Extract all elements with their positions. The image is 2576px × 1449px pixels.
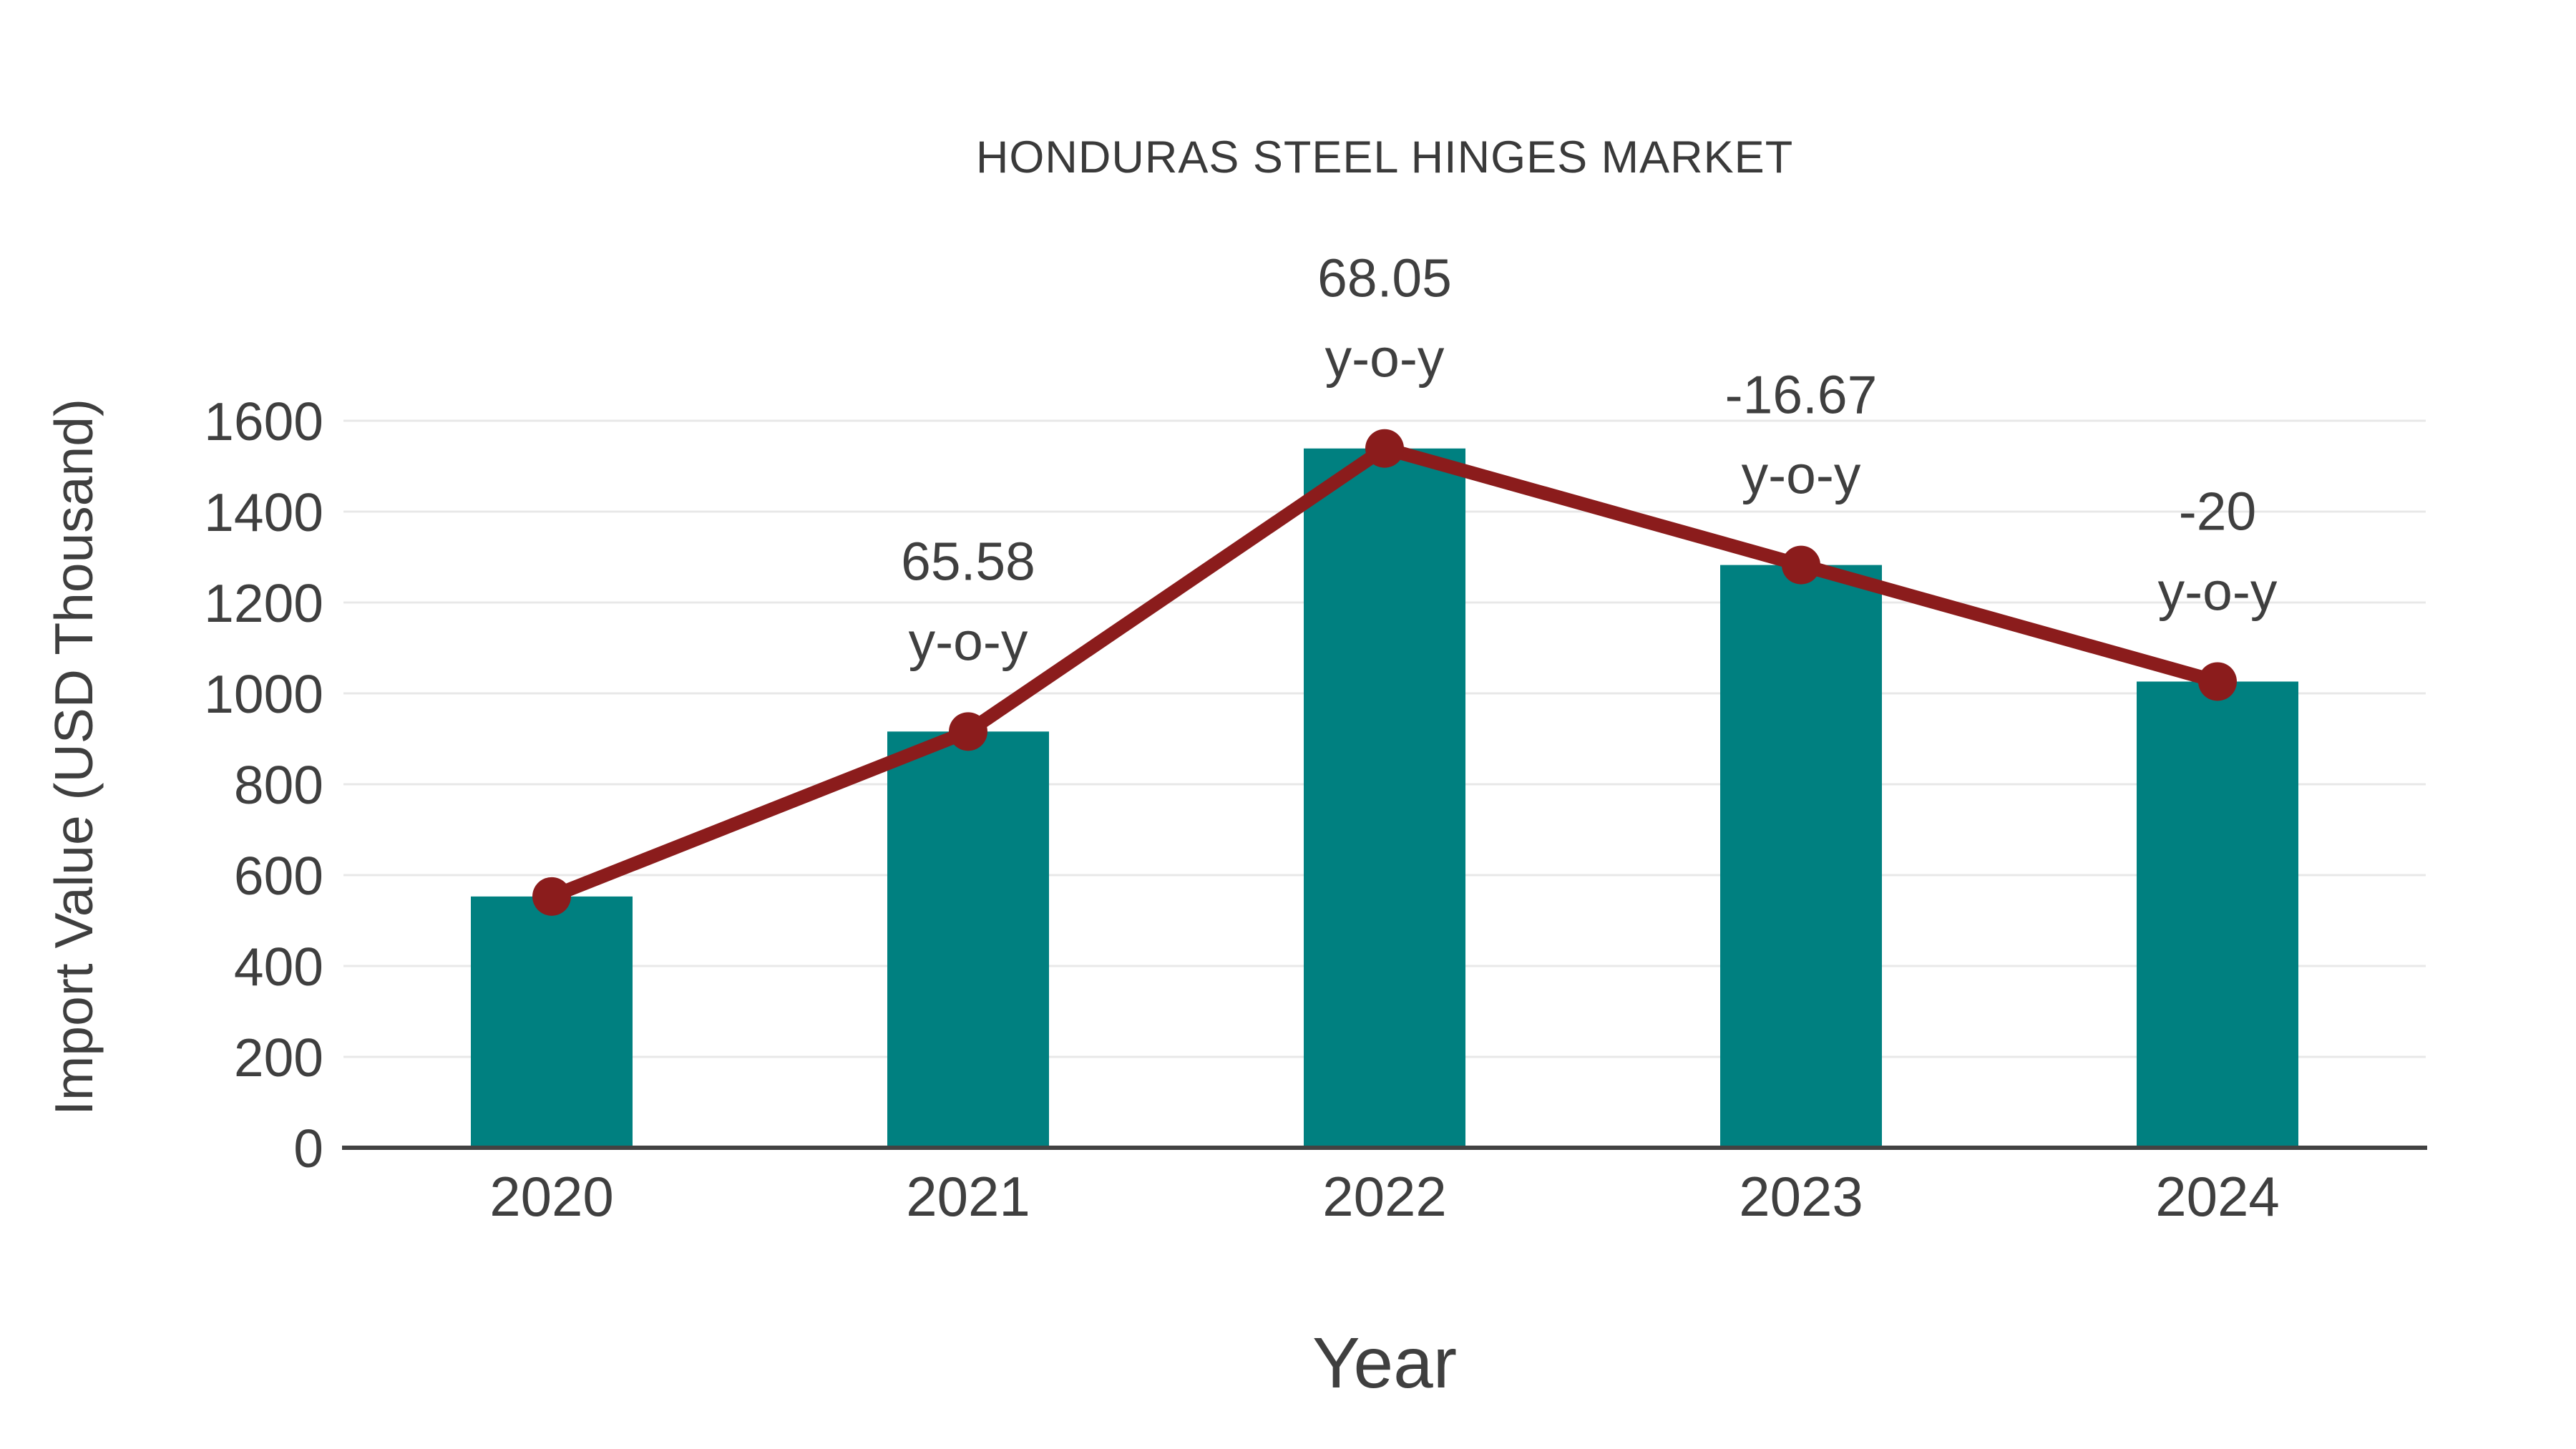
x-tick-label-2023: 2023	[1739, 1165, 1863, 1228]
annotation-2022-suffix: y-o-y	[1325, 328, 1445, 389]
annotation-2021-suffix: y-o-y	[909, 611, 1028, 671]
y-tick-label-400: 400	[234, 937, 323, 997]
y-tick-label-800: 800	[234, 755, 323, 815]
x-tick-label-2020: 2020	[489, 1165, 614, 1228]
y-tick-label-0: 0	[293, 1118, 323, 1179]
x-tick-label-2021: 2021	[906, 1165, 1030, 1228]
annotation-2023-suffix: y-o-y	[1742, 445, 1861, 505]
x-tick-label-2024: 2024	[2155, 1165, 2280, 1228]
x-axis-title: Year	[1312, 1323, 1458, 1403]
annotation-2022-value: 68.05	[1317, 248, 1452, 308]
trend-marker-2020	[532, 877, 571, 916]
annotation-2024-suffix: y-o-y	[2158, 561, 2278, 621]
trend-marker-2021	[949, 712, 987, 751]
bar-2023	[1720, 565, 1882, 1148]
bar-2024	[2137, 681, 2298, 1148]
y-tick-label-200: 200	[234, 1028, 323, 1088]
trend-marker-2024	[2198, 662, 2237, 701]
bar-2021	[887, 731, 1049, 1148]
x-tick-label-2022: 2022	[1322, 1165, 1447, 1228]
trend-marker-2022	[1365, 429, 1404, 468]
y-tick-label-1400: 1400	[204, 482, 323, 542]
bar-2022	[1304, 448, 1465, 1148]
annotation-2021-value: 65.58	[901, 531, 1035, 591]
chart-title: HONDURAS STEEL HINGES MARKET	[975, 132, 1794, 182]
bar-2020	[471, 896, 633, 1148]
y-tick-label-1200: 1200	[204, 573, 323, 633]
y-tick-label-1000: 1000	[204, 664, 323, 724]
trend-marker-2023	[1782, 545, 1820, 585]
y-tick-label-600: 600	[234, 846, 323, 906]
y-tick-label-1600: 1600	[204, 391, 323, 452]
annotation-2023-value: -16.67	[1725, 365, 1878, 425]
annotation-2024-value: -20	[2179, 481, 2256, 541]
